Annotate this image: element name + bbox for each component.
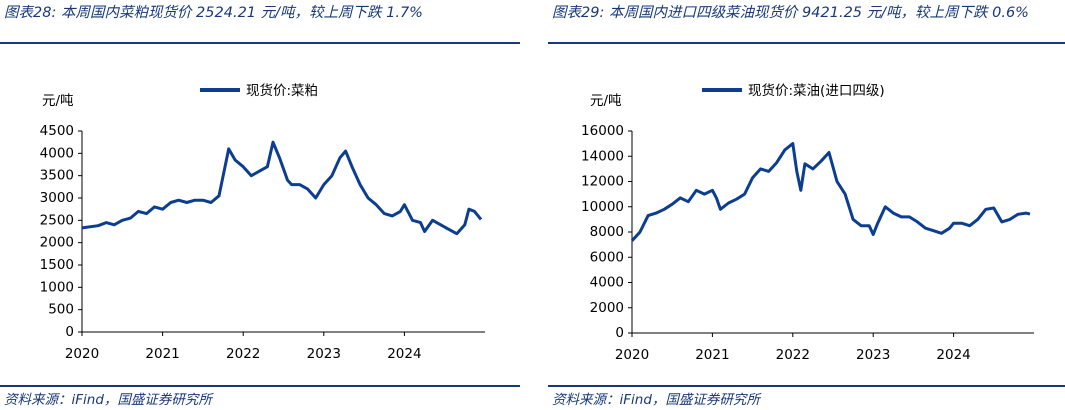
x-tick-label: 2020 bbox=[65, 346, 99, 362]
legend-label: 现货价:菜油(进口四级) bbox=[748, 82, 885, 99]
source-note: 资料来源：iFind，国盛证券研究所 bbox=[552, 392, 760, 408]
x-tick-label: 2021 bbox=[695, 347, 729, 363]
footer-rule bbox=[548, 385, 1065, 387]
footer-rule bbox=[0, 385, 520, 387]
series-line bbox=[630, 142, 1031, 242]
x-tick-label: 2024 bbox=[936, 347, 970, 363]
y-tick-label: 4000 bbox=[40, 145, 74, 161]
y-tick-label: 4000 bbox=[590, 275, 624, 291]
y-tick-label: 0 bbox=[615, 325, 624, 341]
source-note: 资料来源：iFind，国盛证券研究所 bbox=[4, 392, 212, 408]
y-tick-label: 6000 bbox=[590, 249, 624, 265]
x-tick-label: 2021 bbox=[145, 346, 179, 362]
x-tick-label: 2024 bbox=[387, 346, 421, 362]
chart: 元/吨 现货价:菜油(进口四级) 0 2000 4000 6000 8000 10000 120… bbox=[581, 82, 1034, 363]
legend-label: 现货价:菜粕 bbox=[246, 82, 318, 99]
y-tick-label: 10000 bbox=[581, 199, 624, 215]
y-tick-label: 3500 bbox=[40, 168, 74, 184]
y-tick-label: 8000 bbox=[590, 224, 624, 240]
chart-panel: 元/吨 现货价:菜粕 0 500 1000 1500 2000 2500 3000 3500 400… bbox=[0, 0, 520, 410]
y-tick-label: 4500 bbox=[40, 123, 74, 139]
chart-panel: 元/吨 现货价:菜油(进口四级) 0 2000 4000 6000 8000 10000 120… bbox=[548, 0, 1065, 410]
y-tick-label: 2500 bbox=[40, 212, 74, 228]
y-tick-label: 16000 bbox=[581, 123, 624, 139]
x-tick-label: 2020 bbox=[615, 347, 649, 363]
y-tick-label: 3000 bbox=[40, 190, 74, 206]
y-tick-label: 1500 bbox=[40, 257, 74, 273]
y-tick-label: 0 bbox=[65, 324, 74, 340]
y-axis-unit: 元/吨 bbox=[590, 93, 622, 109]
y-tick-label: 2000 bbox=[40, 235, 74, 251]
series-line bbox=[81, 140, 483, 236]
title-rule bbox=[548, 42, 1065, 44]
y-tick-label: 1000 bbox=[40, 279, 74, 295]
y-tick-label: 500 bbox=[48, 302, 74, 318]
y-axis-unit: 元/吨 bbox=[42, 93, 74, 109]
chart: 元/吨 现货价:菜粕 0 500 1000 1500 2000 2500 3000 3500 400… bbox=[40, 82, 485, 362]
chart-title: 图表29: 本周国内进口四级菜油现货价 9421.25 元/吨，较上周下跌 0.… bbox=[552, 5, 1029, 21]
x-tick-label: 2023 bbox=[856, 347, 890, 363]
x-tick-label: 2022 bbox=[226, 346, 260, 362]
y-tick-label: 14000 bbox=[581, 148, 624, 164]
x-tick-label: 2023 bbox=[307, 346, 341, 362]
title-rule bbox=[0, 42, 520, 44]
y-tick-label: 12000 bbox=[581, 174, 624, 190]
x-tick-label: 2022 bbox=[776, 347, 810, 363]
y-tick-label: 2000 bbox=[590, 300, 624, 316]
chart-title: 图表28: 本周国内菜粕现货价 2524.21 元/吨，较上周下跌 1.7% bbox=[4, 5, 423, 21]
